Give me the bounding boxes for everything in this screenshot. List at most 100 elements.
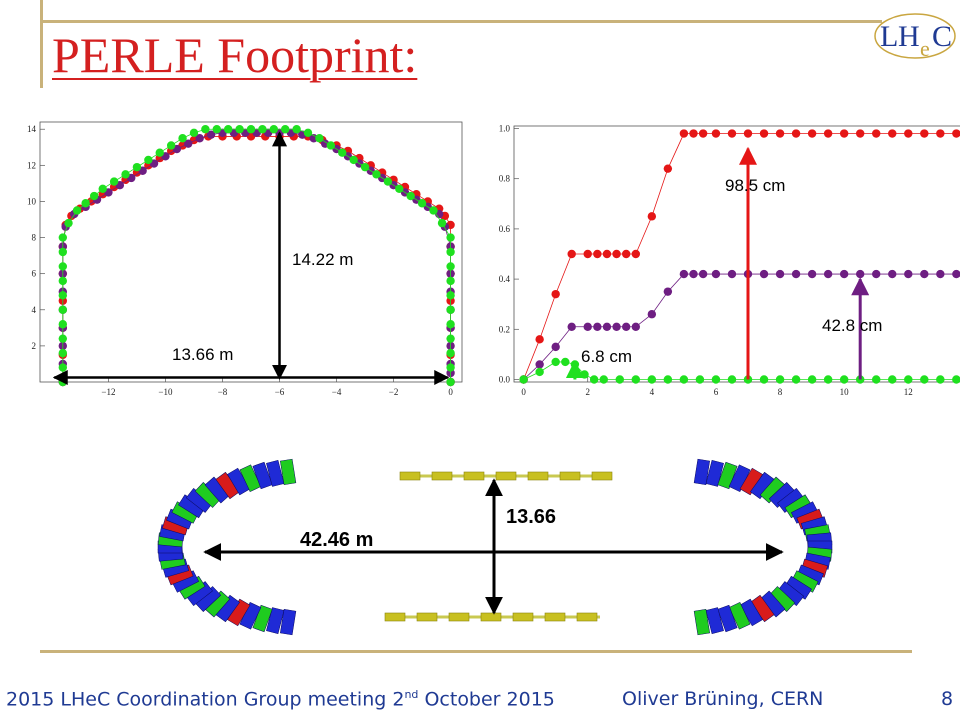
data-point: [89, 191, 99, 201]
data-point: [952, 375, 960, 384]
data-point: [791, 269, 801, 279]
data-point: [679, 129, 689, 138]
data-point: [58, 305, 68, 314]
data-point: [246, 125, 256, 134]
data-point: [689, 269, 698, 279]
data-point: [446, 320, 455, 329]
data-point: [446, 363, 455, 372]
data-point: [567, 249, 576, 259]
data-point: [888, 129, 897, 138]
left-arc-magnet: [280, 608, 297, 636]
data-point: [269, 125, 279, 134]
y-tick-label-0: 0.0: [499, 374, 511, 384]
lhec-logo: L H e C: [874, 13, 956, 61]
data-point: [839, 129, 849, 138]
data-point: [519, 375, 528, 384]
quadrupole-magnet: [512, 612, 534, 622]
x-tick-label-1: −10: [158, 387, 173, 397]
data-point: [535, 367, 544, 377]
data-point: [446, 247, 455, 257]
data-point: [920, 375, 929, 384]
data-point: [727, 129, 737, 138]
right-arc-magnet: [717, 604, 738, 633]
quadrupole-magnet: [431, 471, 453, 481]
data-point: [446, 377, 455, 387]
quadrupole-magnet: [416, 612, 438, 622]
data-point: [206, 130, 216, 139]
x-tick-label-5: 10: [840, 387, 850, 397]
quadrupole-magnet: [384, 612, 406, 622]
data-point: [360, 162, 370, 172]
quadrupole-magnet: [576, 612, 598, 622]
data-point: [58, 247, 68, 257]
data-point: [823, 269, 833, 279]
data-point: [195, 134, 204, 143]
data-point: [593, 322, 602, 331]
data-point: [698, 129, 708, 138]
series-line-0: [62, 136, 451, 382]
left-arc-magnet: [239, 464, 262, 492]
data-point: [58, 320, 68, 329]
data-point: [647, 212, 657, 221]
data-point: [446, 334, 455, 343]
accent-horizontal-line: [40, 20, 882, 23]
data-point: [446, 305, 455, 314]
left-arc-magnet: [280, 458, 297, 486]
data-point: [872, 129, 881, 138]
data-point: [109, 177, 119, 186]
y-tick-label-1: 0.2: [499, 324, 510, 334]
x-tick-label-1: 2: [585, 387, 590, 397]
footer-meeting-sup: nd: [404, 688, 419, 701]
footer-author: Oliver Brüning, CERN: [622, 688, 824, 710]
data-point: [437, 218, 447, 228]
data-point: [235, 125, 244, 134]
data-point: [631, 322, 641, 331]
x-tick-label-2: −8: [218, 387, 228, 397]
right-arc-magnet: [705, 607, 724, 635]
data-point: [936, 129, 945, 138]
data-point: [679, 375, 689, 384]
data-point: [775, 269, 785, 279]
data-point: [936, 269, 945, 279]
data-point: [446, 276, 455, 286]
data-point: [535, 335, 544, 344]
data-point: [663, 375, 673, 384]
data-point: [920, 269, 929, 279]
x-tick-label-4: −4: [332, 387, 342, 397]
data-point: [155, 148, 164, 157]
data-point: [621, 322, 631, 331]
data-point: [679, 269, 689, 279]
quadrupole-magnet: [544, 612, 566, 622]
data-point: [839, 269, 849, 279]
data-point: [823, 129, 833, 138]
data-point: [189, 128, 199, 138]
data-point: [406, 191, 415, 201]
red-offset-label: 98.5 cm: [725, 176, 785, 195]
y-tick-label-3: 0.6: [499, 224, 511, 234]
quadrupole-magnet: [463, 471, 485, 481]
data-point: [807, 375, 817, 384]
green-offset-label: 6.8 cm: [581, 347, 632, 366]
data-point: [612, 322, 621, 331]
y-tick-label-4: 10: [27, 196, 37, 206]
data-point: [535, 360, 544, 369]
data-point: [446, 348, 455, 358]
data-point: [936, 375, 945, 384]
data-point: [81, 199, 90, 208]
data-point: [743, 129, 753, 138]
data-point: [583, 249, 592, 259]
data-point: [446, 291, 455, 300]
x-tick-label-2: 4: [650, 387, 655, 397]
ring-width-label: 42.46 m: [300, 529, 373, 551]
data-point: [904, 129, 913, 138]
quadrupole-magnet: [448, 612, 470, 622]
quadrupole-magnet: [527, 471, 549, 481]
data-point: [602, 322, 612, 331]
y-tick-label-2: 6: [32, 269, 37, 279]
quadrupole-magnet: [480, 612, 502, 622]
data-point: [132, 162, 142, 172]
y-tick-label-1: 4: [32, 305, 37, 315]
data-point: [561, 357, 570, 367]
x-tick-label-3: 6: [714, 387, 719, 397]
data-point: [349, 155, 358, 165]
